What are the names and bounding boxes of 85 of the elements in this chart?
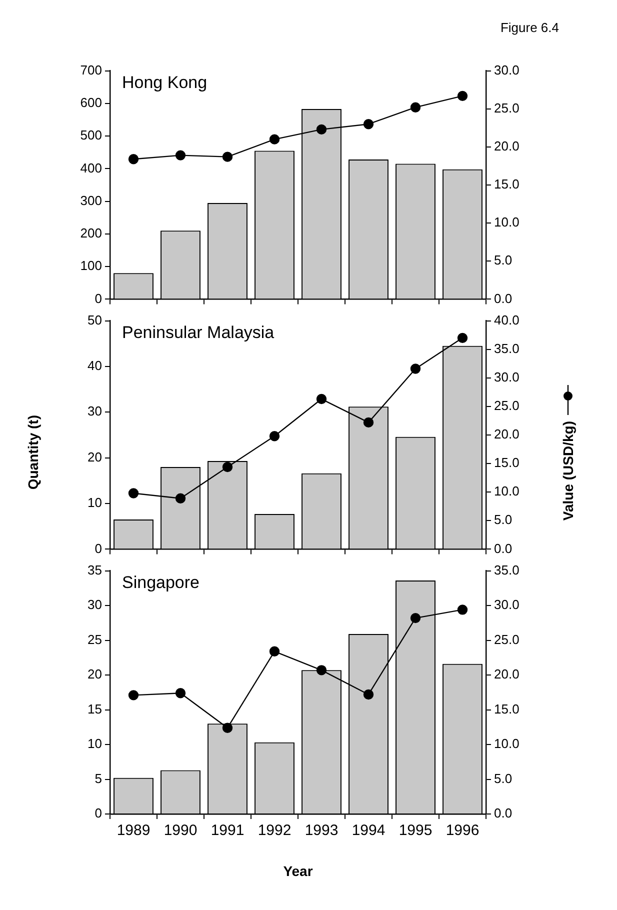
x-tick-label: 1989 [116,822,150,840]
point [222,722,233,733]
y-tick-label: 0 [94,290,102,306]
y2-tick-label: 0.0 [494,806,512,821]
y-tick-label: 700 [80,62,102,78]
x-tick-label: 1995 [398,822,432,840]
y-tick-label: 500 [80,128,102,143]
y-tick-label: 40 [88,358,102,374]
y2-tick-label: 0.0 [494,290,512,306]
y2-tick-label: 5.0 [494,770,512,786]
y2-tick-label: 30.0 [494,62,520,78]
x-tick-label: 1992 [258,822,292,840]
point [457,604,468,615]
point [269,646,280,657]
y2-tick-label: 10.0 [494,214,520,230]
y-tick-label: 100 [80,258,102,274]
point [175,493,186,504]
y2-axis-title: Value (USD/kg) [560,420,576,520]
y-tick-label: 5 [94,770,102,786]
point [269,431,280,442]
point [363,417,374,428]
point [410,364,421,374]
point [457,90,468,102]
y-tick-label: 15 [88,701,102,716]
y2-tick-label: 20.0 [494,666,520,682]
point [222,152,233,162]
point [410,102,421,112]
y2-tick-label: 25.0 [494,100,520,116]
y2-tick-label: 20.0 [494,426,520,442]
point [175,688,186,698]
y2-tick-label: 25.0 [494,398,520,414]
point [128,488,139,498]
y-tick-label: 35 [88,562,102,578]
y-tick-label: 200 [80,226,102,241]
y2-tick-label: 0.0 [494,540,512,556]
y2-tick-label: 30.0 [494,597,520,612]
y-tick-label: 30 [88,597,102,612]
y2-tick-label: 40.0 [494,312,520,328]
point [222,462,233,472]
y2-tick-label: 15.0 [494,455,520,470]
y-tick-label: 30 [88,404,102,419]
chart-title: Peninsular Malaysia [122,322,275,342]
point [316,394,327,404]
point [269,134,280,144]
y-tick-label: 10 [88,736,102,752]
chart-title: Singapore [122,572,200,592]
y-tick-label: 50 [88,312,102,328]
y2-tick-label: 15.0 [494,176,520,192]
x-tick-label: 1991 [210,822,244,840]
y2-tick-label: 5.0 [494,512,512,528]
y2-tick-label: 30.0 [494,369,520,384]
point [175,150,186,160]
point [128,690,139,700]
y2-tick-label: 10.0 [494,484,520,499]
caption: Figure 6.4 [500,20,559,35]
y-tick-label: 600 [80,95,102,110]
y-tick-label: 20 [88,666,102,682]
y-tick-label: 0 [94,540,102,556]
y2-tick-label: 20.0 [494,138,520,154]
y2-tick-label: 35.0 [494,562,520,578]
x-tick-label: 1990 [164,822,198,840]
x-tick-label: 1994 [352,822,386,840]
point [363,689,374,700]
y2-tick-label: 5.0 [494,252,512,268]
point [128,154,139,164]
point [410,612,421,624]
y-tick-label: 400 [80,160,102,176]
y2-tick-label: 10.0 [494,736,520,752]
x-tick-label: 1996 [446,822,480,840]
y2-tick-label: 35.0 [494,340,520,356]
y-tick-label: 20 [88,449,102,464]
x-tick-label: 1993 [304,822,338,840]
y-tick-label: 10 [88,495,102,510]
point [363,118,374,130]
y-tick-label: 300 [80,192,102,208]
point [316,124,327,135]
y-tick-label: 25 [88,632,102,647]
y2-tick-label: 25.0 [494,632,520,647]
y2-tick-label: 15.0 [494,701,520,716]
chart-title: Hong Kong [122,72,208,92]
y-axis-title: Quantity (t) [25,415,41,490]
point [457,332,468,344]
y-tick-label: 0 [94,806,102,821]
x-axis-title: Year [282,863,314,879]
point [316,665,327,676]
